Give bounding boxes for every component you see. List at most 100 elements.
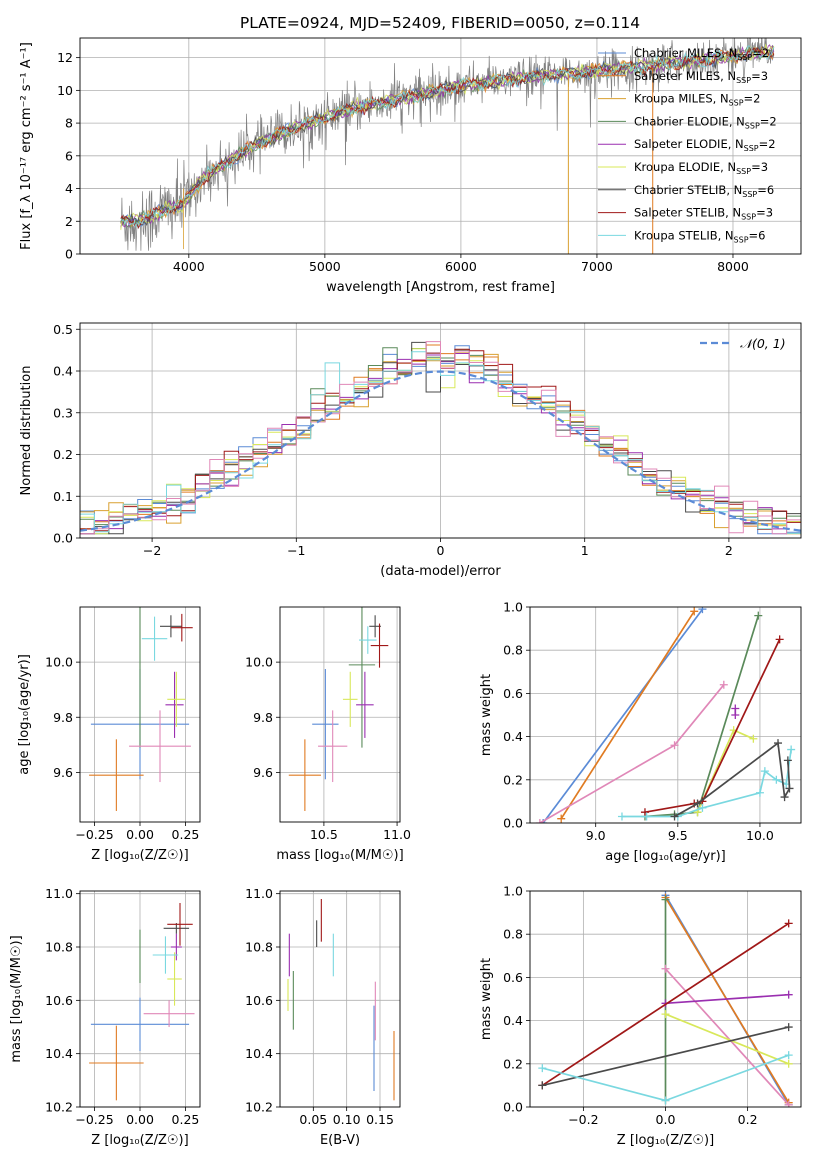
legend-entry: 𝒩(0, 1) [740, 336, 786, 351]
weight-marker [772, 775, 781, 784]
errorbar-point [167, 671, 186, 727]
weight-series [539, 607, 707, 823]
weight-marker [784, 990, 793, 999]
weight-marker [661, 1096, 670, 1105]
weight-line [560, 610, 695, 820]
x-tick-label: 0.10 [333, 1112, 361, 1127]
y-tick-label: 6 [65, 148, 73, 163]
grid [280, 891, 400, 1108]
axes-frame [79, 322, 802, 539]
weight-line [665, 1013, 790, 1065]
weight-line [644, 615, 760, 818]
weight-marker [784, 1023, 793, 1032]
weight-marker [780, 793, 789, 802]
errorbar-point [370, 623, 389, 668]
y-tick-label: 0.4 [53, 364, 73, 379]
axes-frame [79, 37, 802, 255]
weight-line [644, 639, 781, 814]
y-tick-label: 0.3 [53, 405, 73, 420]
x-axis-label: (data-model)/error [380, 564, 501, 579]
weight-marker [783, 756, 792, 765]
y-tick-label: 10.8 [45, 940, 73, 955]
y-tick-label: 0.2 [503, 772, 523, 787]
x-tick-label: −1 [287, 543, 305, 558]
weight-marker [784, 1059, 793, 1068]
weight-line [696, 728, 754, 813]
legend-entry: Chabrier STELIB, NSSP=6 [634, 183, 774, 199]
weight-plot [538, 891, 793, 1107]
weight-line [542, 1026, 789, 1087]
weight-marker [693, 799, 702, 808]
y-tick-label: 4 [65, 181, 73, 196]
errorbar-point [359, 626, 377, 654]
x-tick-label: 4000 [173, 259, 205, 274]
legend-entry: Kroupa STELIB, NSSP=6 [634, 228, 765, 244]
y-tick-label: 10.0 [45, 655, 73, 670]
errorbar-point [356, 671, 374, 738]
x-tick-label: 10.5 [310, 827, 338, 842]
weight-marker [538, 1081, 547, 1090]
legend-entry: Salpeter MILES, NSSP=3 [634, 69, 768, 85]
y-tick-label: 0.6 [503, 686, 523, 701]
weight-marker [719, 680, 728, 689]
axes-frame [529, 606, 802, 824]
errorbar-point [167, 952, 182, 1006]
errorbar-point [160, 615, 182, 638]
x-tick-label: 9.5 [668, 828, 688, 843]
weight-series [670, 739, 794, 821]
ticks: 9.0 9.5 10.0 0.0 0.2 0.4 0.6 0.8 1.0 [503, 600, 774, 844]
weight-series [538, 1023, 793, 1090]
ticks: 10.5 11.0 9.6 9.8 10.0 [245, 655, 411, 842]
weight-marker [617, 812, 626, 821]
weight-marker [698, 803, 707, 812]
spectrum-legend: Chabrier MILES, NSSP=2 Salpeter MILES, NS… [598, 46, 777, 244]
axes-frame [79, 606, 201, 823]
weight-marker [670, 812, 679, 821]
mass-vs-metallicity-panel: −0.25 0.00 0.25 10.2 10.4 10.6 10.8 11.0 Z [log₁… [9, 886, 201, 1148]
weight-marker [784, 919, 793, 928]
weight-marker [755, 788, 764, 797]
ticks: 0.05 0.10 0.15 10.2 10.4 10.6 10.8 11.0 [245, 886, 394, 1127]
residuals-panel: −2 −1 0 1 2 0.0 0.1 0.2 0.3 0.4 0.5 (data-model)/er… [19, 322, 802, 579]
y-tick-label: 0.4 [503, 729, 523, 744]
y-tick-label: 9.6 [253, 765, 273, 780]
errorbar-point [348, 607, 376, 748]
weight-marker [661, 895, 670, 904]
model-spectrum-line [120, 45, 775, 226]
age-vs-mass-panel: 10.5 11.0 9.6 9.8 10.0 mass [log₁₀(M/M☉)] [245, 606, 411, 863]
weight-line [542, 608, 704, 823]
x-tick-label: 9.0 [586, 828, 606, 843]
x-axis-label: E(B-V) [320, 1133, 360, 1148]
spectrum-plot [120, 38, 775, 254]
y-tick-label: 10.2 [245, 1100, 273, 1115]
y-tick-label: 11.0 [45, 886, 73, 901]
ticks: 4000 5000 6000 7000 8000 0 2 4 6 8 10 12 [57, 50, 749, 274]
axes-frame [279, 890, 401, 1108]
legend-entry: Kroupa MILES, NSSP=2 [634, 92, 760, 108]
y-tick-label: 0.6 [503, 970, 523, 985]
errorbar-point [143, 1000, 195, 1027]
weight-marker [538, 1064, 547, 1073]
x-tick-label: −0.2 [568, 1112, 598, 1127]
weight-line [665, 993, 789, 1005]
y-tick-label: 10.8 [245, 940, 273, 955]
weight-marker [661, 964, 670, 973]
axes-frame [279, 606, 401, 823]
legend-entry: Chabrier ELODIE, NSSP=2 [634, 114, 777, 130]
ticks: −0.25 0.00 0.25 9.6 9.8 10.0 [45, 655, 199, 842]
y-tick-label: 0.1 [53, 489, 73, 504]
y-tick-label: 0.0 [53, 531, 73, 546]
y-tick-label: 12 [57, 50, 73, 65]
y-tick-label: 9.8 [53, 710, 73, 725]
weight-series [661, 990, 793, 1008]
weight-line [674, 741, 791, 818]
errorbar-point [152, 936, 179, 974]
y-tick-label: 0.4 [503, 1013, 523, 1028]
x-tick-label: 8000 [717, 259, 749, 274]
errorbar-point [288, 739, 321, 811]
errorbar-point [141, 616, 168, 661]
y-axis-label: Flux [f_λ 10⁻¹⁷ erg cm⁻² s⁻¹ A⁻¹] [19, 42, 34, 250]
y-axis-label: mass weight [479, 958, 494, 1040]
y-tick-label: 10.2 [45, 1100, 73, 1115]
x-tick-label: 10.0 [746, 828, 774, 843]
